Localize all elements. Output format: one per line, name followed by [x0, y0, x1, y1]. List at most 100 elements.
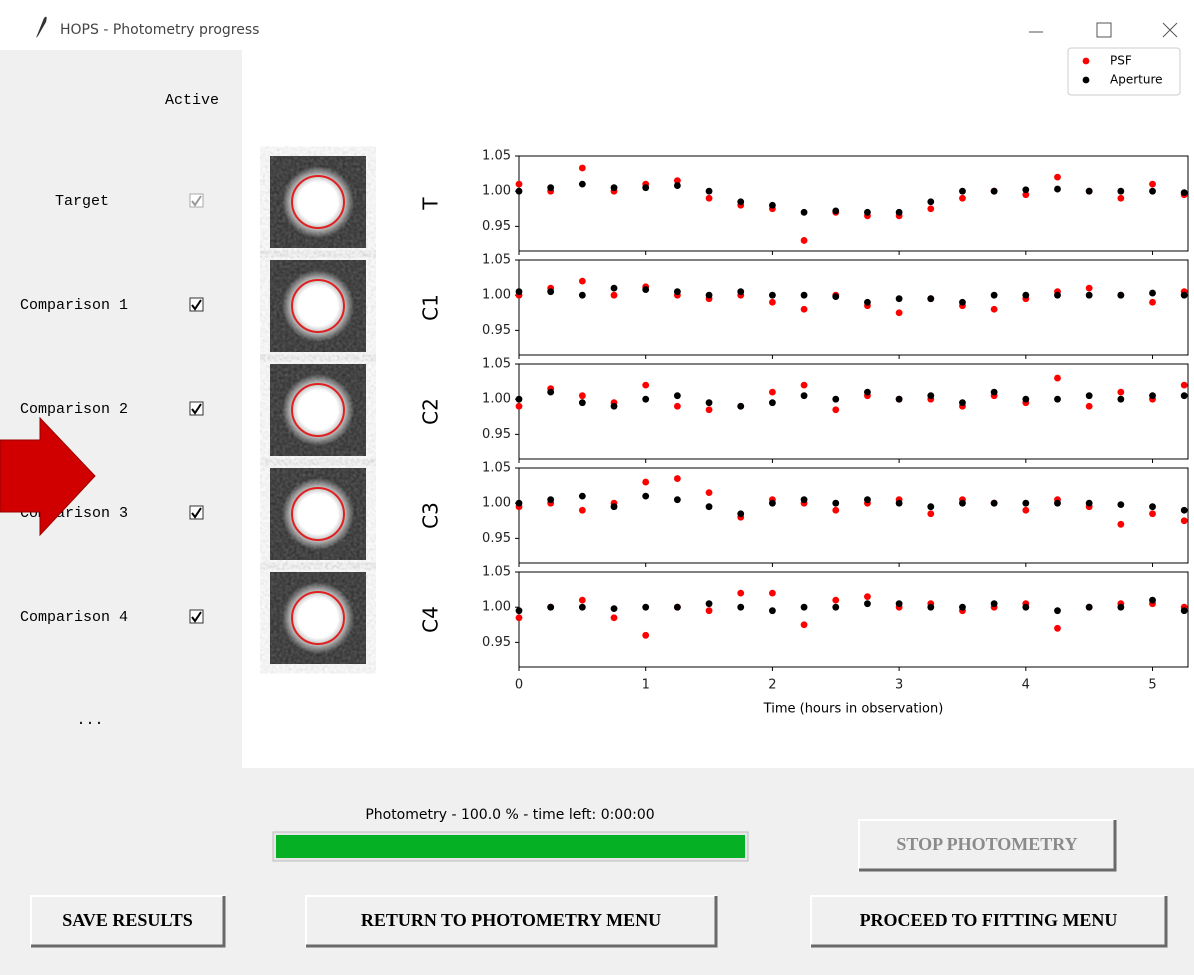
button-label[interactable]: RETURN TO PHOTOMETRY MENU: [361, 910, 661, 930]
data-point: [959, 195, 966, 202]
data-point: [674, 403, 681, 410]
data-point: [927, 604, 934, 611]
data-point: [1117, 396, 1124, 403]
data-point: [1086, 604, 1093, 611]
x-tick-label: 5: [1148, 678, 1156, 693]
data-point: [579, 165, 586, 172]
data-point: [801, 604, 808, 611]
data-point: [1086, 285, 1093, 292]
data-point: [674, 496, 681, 503]
data-point: [769, 399, 776, 406]
button-label[interactable]: STOP PHOTOMETRY: [896, 834, 1077, 854]
data-point: [864, 593, 871, 600]
data-point: [896, 295, 903, 302]
data-point: [516, 396, 523, 403]
data-point: [642, 286, 649, 293]
y-tick-label: 1.00: [482, 600, 511, 615]
data-point: [1117, 188, 1124, 195]
data-point: [1149, 299, 1156, 306]
active-header: Active: [165, 92, 219, 109]
progress-fill: [276, 835, 745, 858]
data-point: [1054, 500, 1061, 507]
data-point: [769, 299, 776, 306]
data-point: [547, 389, 554, 396]
data-point: [1181, 517, 1188, 524]
data-point: [611, 184, 618, 191]
data-point: [516, 607, 523, 614]
data-point: [991, 188, 998, 195]
data-point: [1086, 403, 1093, 410]
data-point: [1054, 625, 1061, 632]
data-point: [579, 597, 586, 604]
data-point: [1149, 181, 1156, 188]
data-point: [1054, 396, 1061, 403]
data-point: [896, 500, 903, 507]
data-point: [706, 188, 713, 195]
y-axis-label: C2: [419, 398, 443, 425]
data-point: [896, 209, 903, 216]
data-point: [991, 600, 998, 607]
legend-marker: [1083, 58, 1090, 65]
data-point: [706, 399, 713, 406]
data-point: [1086, 292, 1093, 299]
data-point: [927, 295, 934, 302]
data-point: [737, 198, 744, 205]
data-point: [674, 392, 681, 399]
data-point: [1149, 597, 1156, 604]
button-label[interactable]: PROCEED TO FITTING MENU: [860, 910, 1118, 930]
data-point: [642, 632, 649, 639]
data-point: [1181, 392, 1188, 399]
data-point: [927, 198, 934, 205]
data-point: [864, 209, 871, 216]
data-point: [706, 406, 713, 413]
data-point: [832, 293, 839, 300]
checkbox[interactable]: [190, 298, 203, 311]
y-tick-label: 1.05: [482, 461, 511, 476]
data-point: [642, 184, 649, 191]
data-point: [516, 181, 523, 188]
data-point: [706, 489, 713, 496]
data-point: [769, 590, 776, 597]
data-point: [769, 500, 776, 507]
axes-frame: [519, 468, 1188, 563]
y-tick-label: 1.00: [482, 392, 511, 407]
data-point: [737, 604, 744, 611]
y-tick-label: 0.95: [482, 531, 511, 546]
data-point: [674, 288, 681, 295]
data-point: [864, 600, 871, 607]
data-point: [579, 493, 586, 500]
checkbox[interactable]: [190, 402, 203, 415]
y-tick-label: 1.00: [482, 288, 511, 303]
y-tick-label: 0.95: [482, 635, 511, 650]
data-point: [1149, 188, 1156, 195]
data-point: [1181, 189, 1188, 196]
data-point: [959, 500, 966, 507]
data-point: [1149, 392, 1156, 399]
checkbox[interactable]: [190, 194, 203, 207]
button-label[interactable]: SAVE RESULTS: [62, 910, 193, 930]
checkbox[interactable]: [190, 506, 203, 519]
data-point: [864, 496, 871, 503]
data-point: [801, 209, 808, 216]
axes-frame: [519, 156, 1188, 251]
data-point: [991, 389, 998, 396]
data-point: [1181, 292, 1188, 299]
y-tick-label: 1.05: [482, 565, 511, 580]
data-point: [1117, 195, 1124, 202]
data-point: [801, 496, 808, 503]
data-point: [547, 288, 554, 295]
data-point: [991, 500, 998, 507]
data-point: [579, 399, 586, 406]
row-label: Comparison 4: [20, 609, 128, 626]
row-label: Comparison 2: [20, 401, 128, 418]
x-tick-label: 2: [768, 678, 776, 693]
data-point: [769, 389, 776, 396]
data-point: [1054, 174, 1061, 181]
data-point: [801, 306, 808, 313]
data-point: [1117, 604, 1124, 611]
data-point: [927, 205, 934, 212]
checkbox[interactable]: [190, 610, 203, 623]
data-point: [1149, 510, 1156, 517]
data-point: [547, 604, 554, 611]
y-tick-label: 1.05: [482, 253, 511, 268]
